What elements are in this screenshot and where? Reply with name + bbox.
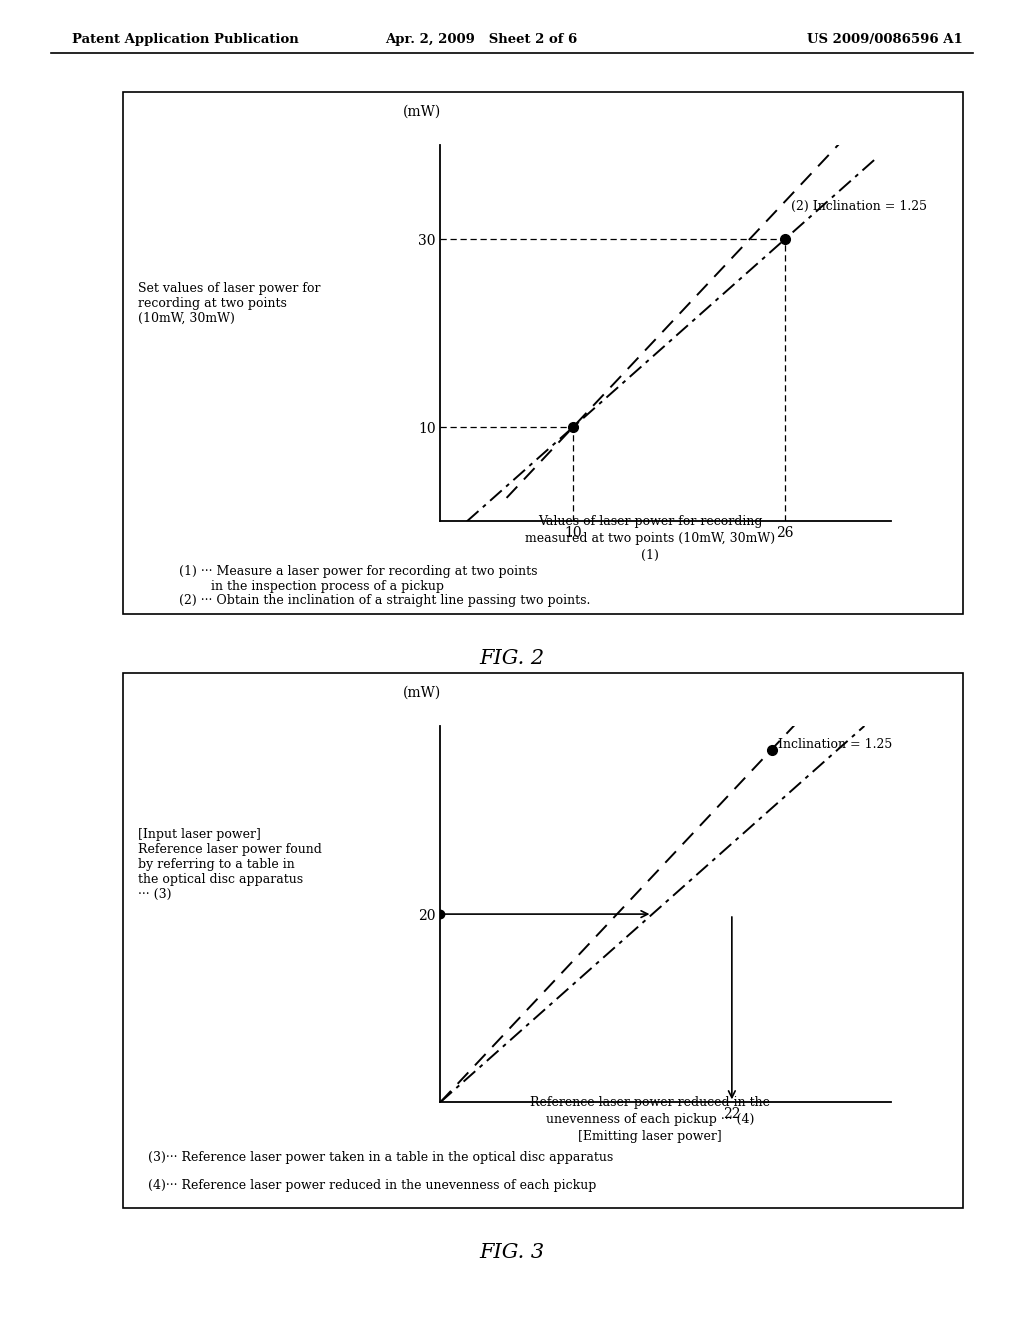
Text: (3)··· Reference laser power taken in a table in the optical disc apparatus: (3)··· Reference laser power taken in a … xyxy=(148,1151,613,1164)
Text: Set values of laser power for
recording at two points
(10mW, 30mW): Set values of laser power for recording … xyxy=(138,282,321,325)
Text: [Input laser power]
Reference laser power found
by referring to a table in
the o: [Input laser power] Reference laser powe… xyxy=(138,828,323,902)
Text: (mW): (mW) xyxy=(403,104,441,119)
Text: FIG. 3: FIG. 3 xyxy=(479,1243,545,1262)
Text: (1) ··· Measure a laser power for recording at two points
        in the inspect: (1) ··· Measure a laser power for record… xyxy=(179,565,538,593)
Text: (mW): (mW) xyxy=(403,685,441,700)
Text: Reference laser power reduced in the
unevenness of each pickup ··· (4)
[Emitting: Reference laser power reduced in the une… xyxy=(530,1096,770,1143)
Text: Inclination = 1.25: Inclination = 1.25 xyxy=(778,738,893,751)
Text: (2) Inclination = 1.25: (2) Inclination = 1.25 xyxy=(792,199,928,213)
Text: Patent Application Publication: Patent Application Publication xyxy=(72,33,298,46)
Text: (2) ··· Obtain the inclination of a straight line passing two points.: (2) ··· Obtain the inclination of a stra… xyxy=(179,594,591,607)
Text: (4)··· Reference laser power reduced in the unevenness of each pickup: (4)··· Reference laser power reduced in … xyxy=(148,1179,597,1192)
Text: Values of laser power for recording
measured at two points (10mW, 30mW)
(1): Values of laser power for recording meas… xyxy=(525,515,775,562)
Text: US 2009/0086596 A1: US 2009/0086596 A1 xyxy=(807,33,963,46)
Text: Apr. 2, 2009   Sheet 2 of 6: Apr. 2, 2009 Sheet 2 of 6 xyxy=(385,33,578,46)
Text: FIG. 2: FIG. 2 xyxy=(479,649,545,668)
